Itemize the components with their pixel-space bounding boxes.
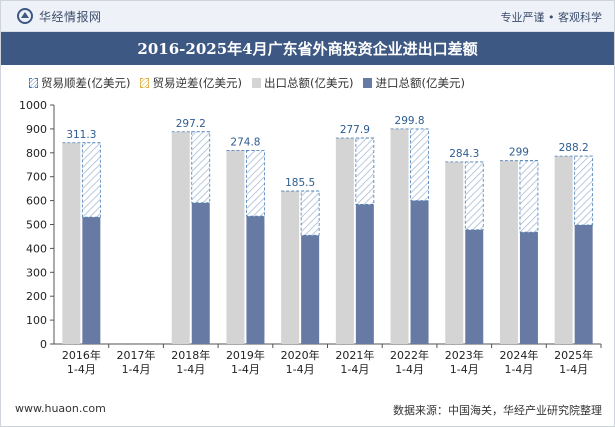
import-bar xyxy=(82,217,101,344)
x-tick-label: 1-4月 xyxy=(395,363,424,376)
import-bar xyxy=(465,229,484,344)
export-bar xyxy=(281,191,300,344)
x-tick-label: 2021年 xyxy=(335,348,374,362)
surplus-bar xyxy=(300,190,320,236)
surplus-bar xyxy=(191,131,211,204)
surplus-bar xyxy=(410,128,429,201)
x-tick-label: 2023年 xyxy=(445,348,484,362)
y-tick-label: 300 xyxy=(26,266,47,279)
y-tick-label: 100 xyxy=(26,314,47,327)
x-tick-label: 1-4月 xyxy=(559,363,588,376)
x-tick-label: 2019年 xyxy=(226,348,265,362)
legend-item-deficit: 贸易逆差(亿美元) xyxy=(140,75,242,91)
x-tick-label: 2018年 xyxy=(171,348,210,362)
export-bar xyxy=(335,137,354,344)
export-bar xyxy=(390,128,409,344)
y-tick-label: 600 xyxy=(26,195,47,208)
plot-area: 0 100 200 300 400 500 600 700 800 900 1000 311.3 201… xyxy=(19,99,602,376)
chart-title: 2016-2025年4月广东省外商投资企业进出口差额 xyxy=(137,40,478,58)
x-tick-label: 1-4月 xyxy=(340,363,369,376)
x-tick-label: 2022年 xyxy=(390,348,429,362)
import-bar xyxy=(301,235,320,344)
footer-website: www.huaon.com xyxy=(15,402,106,415)
import-bar xyxy=(191,202,210,344)
chart-legend: 贸易顺差(亿美元) 贸易逆差(亿美元) 出口总额(亿美元) 进口总额(亿美元) xyxy=(29,75,475,91)
export-bar xyxy=(226,150,245,344)
legend-label-surplus: 贸易顺差(亿美元) xyxy=(41,76,131,90)
export-bar xyxy=(499,160,518,344)
x-tick-label: 1-4月 xyxy=(450,363,479,376)
export-bar xyxy=(445,161,464,344)
surplus-data-label: 274.8 xyxy=(230,136,260,148)
y-tick-label: 200 xyxy=(26,290,47,303)
surplus-data-label: 185.5 xyxy=(285,177,315,189)
x-tick-label: 1-4月 xyxy=(231,363,260,376)
surplus-data-label: 299.8 xyxy=(395,115,425,127)
surplus-bar xyxy=(81,142,101,218)
title-bar xyxy=(1,32,614,65)
header-bar: 华经情报网 专业严谨 • 客观科学 xyxy=(1,1,614,32)
legend-swatch-deficit xyxy=(140,78,150,88)
x-tick-label: 1-4月 xyxy=(67,363,96,376)
brand-name: 华经情报网 xyxy=(39,10,102,24)
x-tick-label: 1-4月 xyxy=(286,363,315,376)
surplus-data-label: 277.9 xyxy=(340,124,370,136)
legend-label-deficit: 贸易逆差(亿美元) xyxy=(152,76,242,90)
surplus-bar xyxy=(574,155,594,226)
y-tick-label: 500 xyxy=(26,219,47,232)
y-tick-label: 1000 xyxy=(19,99,47,112)
x-tick-label: 1-4月 xyxy=(504,363,533,376)
x-tick-label: 2016年 xyxy=(62,348,101,362)
surplus-bar xyxy=(519,160,539,233)
legend-label-import: 进口总额(亿美元) xyxy=(375,76,465,90)
x-tick-label: 1-4月 xyxy=(176,363,205,376)
x-tick-label: 2020年 xyxy=(281,348,320,362)
export-bar xyxy=(554,156,573,344)
surplus-data-label: 297.2 xyxy=(176,118,206,130)
legend-swatch-import xyxy=(363,78,373,88)
bar-chart: 0 100 200 300 400 500 600 700 800 900 1000 311.3 201… xyxy=(19,99,602,376)
x-tick-label: 2025年 xyxy=(554,348,593,362)
legend-item-import: 进口总额(亿美元) xyxy=(363,75,465,91)
export-bar xyxy=(171,131,190,344)
legend-item-export: 出口总额(亿美元) xyxy=(251,75,354,91)
surplus-data-label: 288.2 xyxy=(559,142,589,154)
surplus-bar xyxy=(355,137,375,205)
export-bar xyxy=(62,142,81,344)
surplus-data-label: 284.3 xyxy=(449,148,479,160)
import-bar xyxy=(519,232,538,344)
x-tick-label: 2024年 xyxy=(499,348,538,362)
legend-item-surplus: 贸易顺差(亿美元) xyxy=(29,75,130,91)
legend-label-export: 出口总额(亿美元) xyxy=(263,76,354,90)
surplus-data-label: 299 xyxy=(509,147,529,159)
import-bar xyxy=(246,216,265,344)
x-tick-label: 1-4月 xyxy=(122,363,151,376)
x-tick-label: 2017年 xyxy=(117,348,156,362)
y-tick-label: 800 xyxy=(26,147,47,160)
y-tick-label: 900 xyxy=(26,123,47,136)
import-bar xyxy=(574,224,593,344)
surplus-bar xyxy=(246,150,265,217)
footer-source: 数据来源：中国海关，华经产业研究院整理 xyxy=(393,404,602,417)
surplus-data-label: 311.3 xyxy=(66,129,96,141)
legend-swatch-export xyxy=(251,78,261,88)
brand-logo-icon xyxy=(17,8,33,24)
import-bar xyxy=(355,204,374,344)
y-tick-label: 700 xyxy=(26,171,47,184)
brand-tagline: 专业严谨 • 客观科学 xyxy=(500,11,602,24)
y-tick-label: 0 xyxy=(40,338,47,351)
y-tick-label: 400 xyxy=(26,242,47,255)
import-bar xyxy=(410,200,429,344)
surplus-bar xyxy=(464,161,484,231)
legend-swatch-surplus xyxy=(29,78,38,88)
